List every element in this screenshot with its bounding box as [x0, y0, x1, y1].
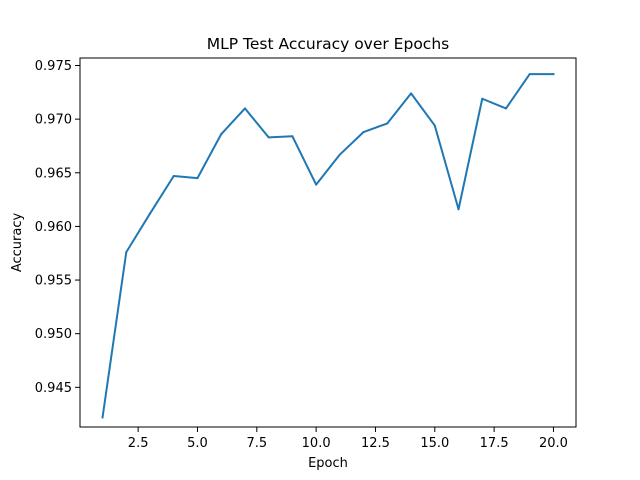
- x-tick-label: 5.0: [187, 436, 208, 451]
- axes-frame: [79, 57, 577, 428]
- data-point: [125, 251, 128, 254]
- x-tick-label: 7.5: [246, 436, 267, 451]
- x-tick-label: 12.5: [361, 436, 390, 451]
- data-point: [362, 131, 365, 134]
- data-point: [220, 133, 223, 136]
- x-axis-label: Epoch: [308, 456, 348, 471]
- data-point: [504, 107, 507, 110]
- x-tick-label: 10.0: [302, 436, 331, 451]
- y-tick-label: 0.975: [35, 59, 72, 74]
- x-tick-label: 17.5: [480, 436, 509, 451]
- y-tick-label: 0.965: [35, 166, 72, 181]
- x-tick-label: 15.0: [420, 436, 449, 451]
- data-point: [172, 174, 175, 177]
- data-point: [410, 92, 413, 95]
- y-tick-label: 0.945: [35, 381, 72, 396]
- y-tick-label: 0.960: [35, 220, 72, 235]
- x-axis-ticks: 2.5 5.0 7.5 10.0 12.5 15.0 17.5 20.0: [128, 427, 568, 451]
- y-tick-label: 0.970: [35, 113, 72, 128]
- data-point: [101, 416, 104, 419]
- data-point: [481, 97, 484, 100]
- data-point: [433, 124, 436, 127]
- data-point: [386, 122, 389, 125]
- y-tick-label: 0.950: [35, 327, 72, 342]
- data-point: [267, 136, 270, 139]
- x-tick-label: 2.5: [128, 436, 149, 451]
- x-tick-label: 20.0: [539, 436, 568, 451]
- data-point: [196, 177, 199, 180]
- y-axis-label: Accuracy: [10, 213, 25, 273]
- y-tick-label: 0.955: [35, 274, 72, 289]
- data-point: [457, 208, 460, 211]
- plot-area: [101, 73, 555, 419]
- data-point: [291, 135, 294, 138]
- data-point: [552, 73, 555, 76]
- data-point: [149, 212, 152, 215]
- chart-title: MLP Test Accuracy over Epochs: [207, 35, 449, 53]
- series-line: [101, 73, 555, 419]
- data-point: [315, 183, 318, 186]
- y-axis-ticks: 0.945 0.950 0.955 0.960 0.965 0.970 0.975: [35, 59, 80, 396]
- data-point: [528, 73, 531, 76]
- data-point: [243, 107, 246, 110]
- data-point: [338, 153, 341, 156]
